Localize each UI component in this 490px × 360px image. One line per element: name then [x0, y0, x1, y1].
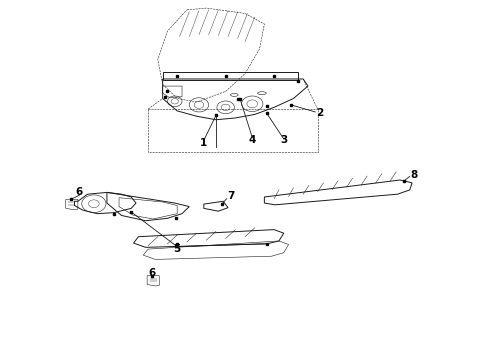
- Text: 2: 2: [317, 108, 324, 118]
- Text: 7: 7: [227, 191, 234, 201]
- Text: 5: 5: [173, 244, 181, 254]
- Text: 3: 3: [280, 135, 287, 145]
- Bar: [163, 72, 298, 80]
- Text: 4: 4: [248, 135, 256, 145]
- Text: 1: 1: [200, 138, 207, 148]
- Text: 6: 6: [149, 268, 156, 278]
- Text: 8: 8: [410, 170, 417, 180]
- Text: 6: 6: [75, 188, 83, 197]
- Bar: [148, 109, 318, 152]
